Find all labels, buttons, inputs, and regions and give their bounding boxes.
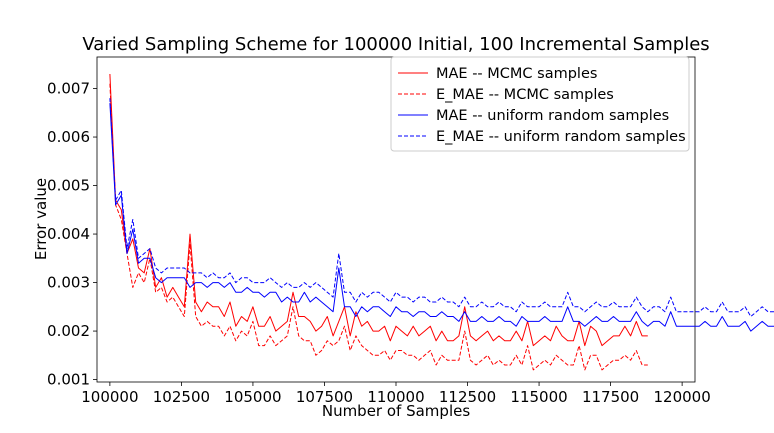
y-tick-label: 0.006 — [47, 128, 90, 146]
legend: MAE -- MCMC samples E_MAE -- MCMC samples… — [390, 56, 690, 152]
legend-entries: MAE -- MCMC samples E_MAE -- MCMC samples… — [398, 66, 686, 145]
chart-title: Varied Sampling Scheme for 100000 Initia… — [82, 34, 709, 55]
legend-label-4: E_MAE -- uniform random samples — [436, 129, 686, 145]
legend-label-2: E_MAE -- MCMC samples — [436, 87, 614, 103]
axes-layer: 100000 102500 105000 107500 110000 112500 1150… — [47, 80, 711, 406]
series-line-3 — [109, 103, 774, 332]
series-line-4 — [109, 98, 774, 317]
x-axis-label: Number of Samples — [322, 402, 470, 420]
x-tick-label: 115000 — [510, 388, 567, 406]
y-tick-label: 0.003 — [47, 274, 90, 292]
series-line-2 — [109, 83, 648, 371]
y-tick-label: 0.001 — [47, 371, 90, 389]
y-tick-label: 0.007 — [47, 80, 90, 98]
x-tick-label: 105000 — [224, 388, 281, 406]
y-tick-label: 0.002 — [47, 322, 90, 340]
series-line-1 — [109, 73, 648, 347]
x-tick-label: 100000 — [81, 388, 138, 406]
x-tick-label: 107500 — [296, 388, 353, 406]
x-tick-label: 110000 — [367, 388, 424, 406]
y-tick-label: 0.005 — [47, 177, 90, 195]
series-layer — [109, 73, 774, 371]
legend-box — [390, 56, 690, 152]
legend-label-1: MAE -- MCMC samples — [436, 66, 597, 82]
x-tick-label: 120000 — [653, 388, 710, 406]
y-axis-label: Error value — [32, 178, 50, 260]
x-tick-label: 102500 — [153, 388, 210, 406]
x-tick-label: 112500 — [439, 388, 496, 406]
y-tick-label: 0.004 — [47, 225, 90, 243]
legend-label-3: MAE -- uniform random samples — [436, 108, 669, 124]
x-tick-label: 117500 — [582, 388, 639, 406]
